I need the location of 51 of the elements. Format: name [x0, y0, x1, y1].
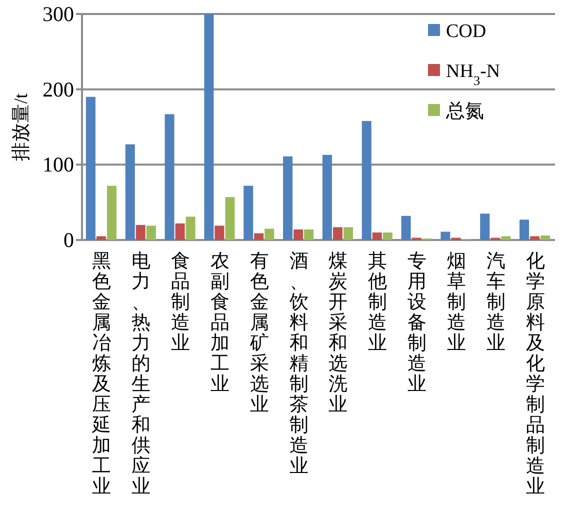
bar — [530, 236, 540, 240]
bar — [254, 233, 264, 240]
bar — [440, 232, 450, 240]
category-label: 电力、热力的生产和供应业 — [132, 251, 151, 498]
bar — [96, 236, 106, 240]
category-label: 化学原料及化学制品制造业 — [526, 251, 545, 498]
x-tick-label: 其他制造业 — [368, 251, 388, 354]
bar — [304, 229, 314, 240]
bar — [540, 235, 550, 240]
bar — [283, 156, 293, 240]
x-tick-label: 专用设备制造业 — [408, 251, 427, 395]
bar — [332, 227, 342, 240]
x-tick-label: 食品制造业 — [171, 251, 190, 354]
x-tick-label: 烟草制造业 — [446, 251, 466, 354]
legend-label: COD — [446, 21, 486, 42]
bar — [204, 14, 214, 240]
bar — [480, 214, 490, 240]
bar — [106, 186, 116, 240]
legend-label: 总氮 — [445, 101, 484, 122]
y-tick-label: 100 — [42, 152, 74, 177]
y-tick-label: 200 — [42, 77, 74, 102]
bar — [501, 236, 511, 240]
bar — [322, 154, 332, 240]
legend-label: NH$_{3}$-N — [446, 61, 500, 88]
bar — [125, 144, 135, 240]
category-label: 酒、饮料和精制茶制造业 — [289, 251, 308, 477]
bar — [225, 197, 235, 240]
x-tick-label: 农副食品加工业 — [210, 251, 230, 395]
y-tick-label: 0 — [64, 228, 74, 252]
bar — [136, 224, 146, 240]
bar — [372, 232, 382, 240]
y-tick-label: 300 — [42, 2, 74, 26]
bar — [294, 229, 304, 240]
x-tick-label: 煤炭开采和选洗业 — [328, 251, 348, 416]
y-axis-title: 排放量/t — [11, 92, 32, 161]
bar — [244, 186, 254, 240]
bar — [146, 226, 156, 240]
bar — [175, 223, 185, 240]
bar — [186, 216, 196, 240]
bar — [164, 114, 174, 240]
bar — [382, 232, 392, 240]
bar — [214, 226, 224, 240]
category-label: 黑色金属冶炼及压延加工业 — [92, 251, 112, 498]
bar — [264, 228, 274, 240]
x-tick-label: 汽车制造业 — [486, 251, 506, 354]
bar — [343, 227, 353, 240]
bar — [520, 220, 530, 240]
bar — [401, 216, 411, 240]
bar — [362, 120, 372, 240]
x-tick-label: 有色金属矿采选业 — [248, 251, 269, 416]
bar — [86, 96, 96, 240]
